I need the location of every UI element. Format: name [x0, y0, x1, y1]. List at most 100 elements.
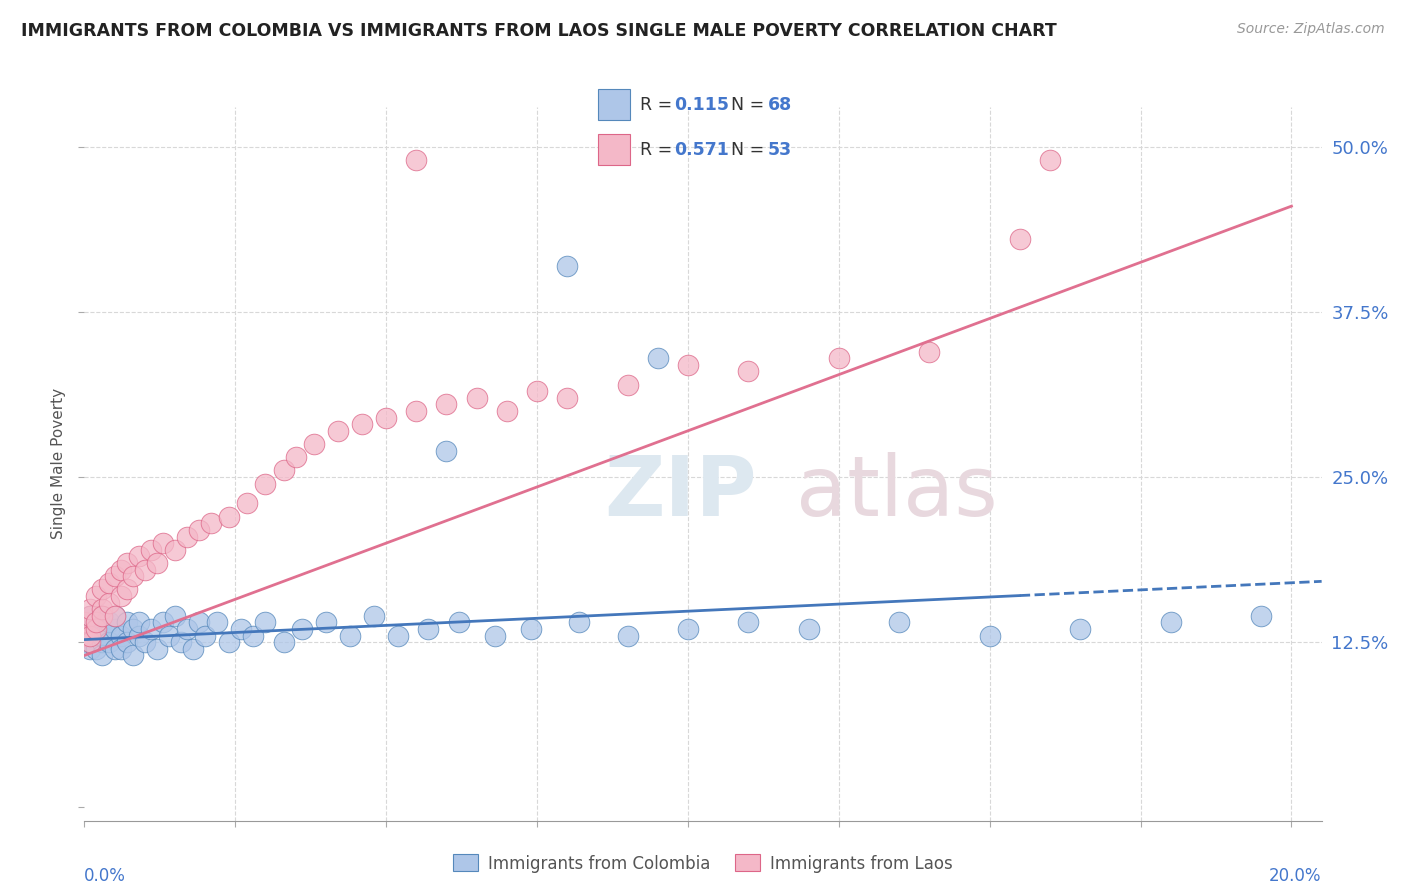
Point — [97, 622, 120, 636]
Point — [176, 622, 198, 636]
Point — [231, 622, 253, 636]
Text: 0.115: 0.115 — [675, 95, 730, 113]
Point — [1008, 232, 1031, 246]
Point — [91, 635, 114, 649]
Point — [200, 516, 222, 531]
Point — [128, 615, 150, 630]
Point — [1250, 608, 1272, 623]
Point — [115, 582, 138, 597]
Point — [152, 536, 174, 550]
Point — [110, 563, 132, 577]
Text: Source: ZipAtlas.com: Source: ZipAtlas.com — [1237, 22, 1385, 37]
Point — [326, 424, 349, 438]
Point — [218, 509, 240, 524]
Point — [350, 417, 373, 432]
Point — [436, 397, 458, 411]
Point — [918, 344, 941, 359]
Point — [188, 615, 211, 630]
Point — [110, 641, 132, 656]
Point — [616, 629, 638, 643]
Point — [181, 641, 204, 656]
Point — [157, 629, 180, 643]
Point — [103, 622, 125, 636]
Point — [79, 615, 101, 630]
Point — [79, 622, 101, 636]
Point — [647, 351, 669, 365]
Point — [737, 615, 759, 630]
Point — [205, 615, 228, 630]
Point — [79, 602, 101, 616]
Point — [110, 589, 132, 603]
Point — [828, 351, 851, 365]
Point — [152, 615, 174, 630]
Point — [97, 596, 120, 610]
Point — [568, 615, 591, 630]
Point — [121, 648, 143, 663]
Point — [315, 615, 337, 630]
Point — [242, 629, 264, 643]
Point — [103, 608, 125, 623]
Point — [495, 404, 517, 418]
Point — [375, 410, 398, 425]
Point — [284, 450, 307, 465]
Point — [291, 622, 314, 636]
Point — [737, 364, 759, 378]
Point — [139, 622, 162, 636]
Point — [188, 523, 211, 537]
Point — [134, 635, 156, 649]
Point — [79, 635, 101, 649]
Point — [121, 622, 143, 636]
Point — [676, 358, 699, 372]
Point — [176, 529, 198, 543]
Point — [339, 629, 361, 643]
Point — [405, 404, 427, 418]
Point — [139, 542, 162, 557]
Point — [91, 608, 114, 623]
Point — [526, 384, 548, 399]
Point — [110, 629, 132, 643]
Point — [86, 615, 108, 630]
Point — [97, 615, 120, 630]
Point — [218, 635, 240, 649]
Point — [134, 563, 156, 577]
Point — [405, 153, 427, 167]
Point — [616, 377, 638, 392]
Point — [520, 622, 543, 636]
Text: 20.0%: 20.0% — [1270, 867, 1322, 885]
Text: 53: 53 — [768, 141, 792, 159]
Point — [115, 635, 138, 649]
Text: 68: 68 — [768, 95, 792, 113]
Point — [79, 641, 101, 656]
Point — [676, 622, 699, 636]
Point — [73, 635, 96, 649]
Point — [170, 635, 193, 649]
Point — [103, 569, 125, 583]
Point — [79, 608, 101, 623]
Point — [273, 463, 295, 477]
Point — [91, 582, 114, 597]
Point — [121, 569, 143, 583]
FancyBboxPatch shape — [598, 89, 630, 120]
Point — [86, 622, 108, 636]
Text: 0.0%: 0.0% — [84, 867, 127, 885]
Text: IMMIGRANTS FROM COLOMBIA VS IMMIGRANTS FROM LAOS SINGLE MALE POVERTY CORRELATION: IMMIGRANTS FROM COLOMBIA VS IMMIGRANTS F… — [21, 22, 1057, 40]
Point — [1069, 622, 1091, 636]
Text: N =: N = — [731, 95, 769, 113]
Point — [146, 556, 169, 570]
Point — [91, 602, 114, 616]
Point — [236, 496, 259, 510]
Point — [1039, 153, 1062, 167]
Point — [194, 629, 217, 643]
Point — [128, 549, 150, 564]
Point — [128, 629, 150, 643]
Point — [115, 615, 138, 630]
Legend: Immigrants from Colombia, Immigrants from Laos: Immigrants from Colombia, Immigrants fro… — [446, 847, 960, 880]
Point — [1160, 615, 1182, 630]
Text: R =: R = — [640, 95, 678, 113]
Point — [73, 629, 96, 643]
Point — [484, 629, 506, 643]
Point — [86, 622, 108, 636]
Point — [79, 635, 101, 649]
Point — [418, 622, 440, 636]
Point — [103, 608, 125, 623]
